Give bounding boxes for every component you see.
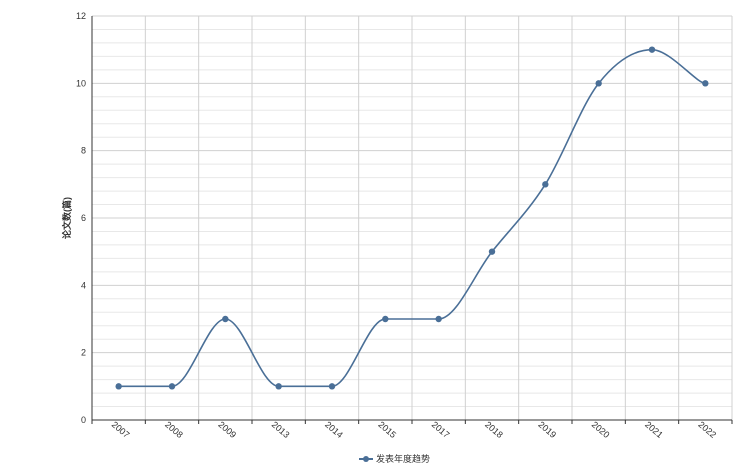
- y-axis-label: 论文数(篇): [61, 197, 72, 239]
- x-tick-label: 2007: [110, 419, 132, 440]
- data-point[interactable]: [382, 315, 389, 323]
- y-tick-label: 12: [76, 11, 86, 21]
- y-tick-label: 8: [81, 146, 86, 156]
- legend-dot-marker: [363, 456, 369, 462]
- series-group: [115, 46, 709, 390]
- y-tick-label: 0: [81, 415, 86, 425]
- data-point[interactable]: [648, 46, 656, 53]
- data-point[interactable]: [435, 315, 442, 323]
- x-tick-label: 2020: [590, 419, 612, 440]
- data-point[interactable]: [115, 383, 122, 390]
- data-point[interactable]: [595, 80, 602, 87]
- y-tick-labels: 0 2 4 6 8 10 12: [76, 11, 86, 425]
- legend[interactable]: 发表年度趋势: [359, 453, 430, 464]
- y-tick-label: 6: [81, 213, 86, 223]
- x-tick-label: 2019: [536, 419, 558, 440]
- x-tick-label: 2014: [323, 419, 345, 440]
- x-tick-label: 2008: [163, 419, 185, 440]
- data-point[interactable]: [275, 383, 282, 390]
- y-tick-label: 2: [81, 348, 86, 358]
- x-tick-labels: 2007 2008 2009 2013 2014 2015 2017 2018 2019 2020…: [110, 419, 718, 440]
- legend-series-name: 发表年度趋势: [376, 453, 430, 464]
- data-point[interactable]: [488, 248, 496, 255]
- x-tick-label: 2022: [696, 419, 718, 440]
- data-point[interactable]: [328, 383, 336, 390]
- x-tick-label: 2021: [643, 419, 665, 440]
- x-tick-label: 2013: [270, 419, 292, 440]
- x-tick-label: 2017: [430, 419, 452, 440]
- grid-lines: [91, 15, 733, 421]
- data-point[interactable]: [222, 315, 229, 323]
- data-point[interactable]: [542, 181, 549, 188]
- axes: [91, 16, 733, 424]
- y-tick-label: 4: [81, 280, 86, 290]
- x-tick-label: 2018: [483, 419, 505, 440]
- y-tick-label: 10: [76, 78, 86, 88]
- x-tick-label: 2009: [216, 419, 238, 440]
- data-point[interactable]: [168, 383, 176, 390]
- x-tick-label: 2015: [376, 419, 398, 440]
- data-point[interactable]: [702, 80, 709, 87]
